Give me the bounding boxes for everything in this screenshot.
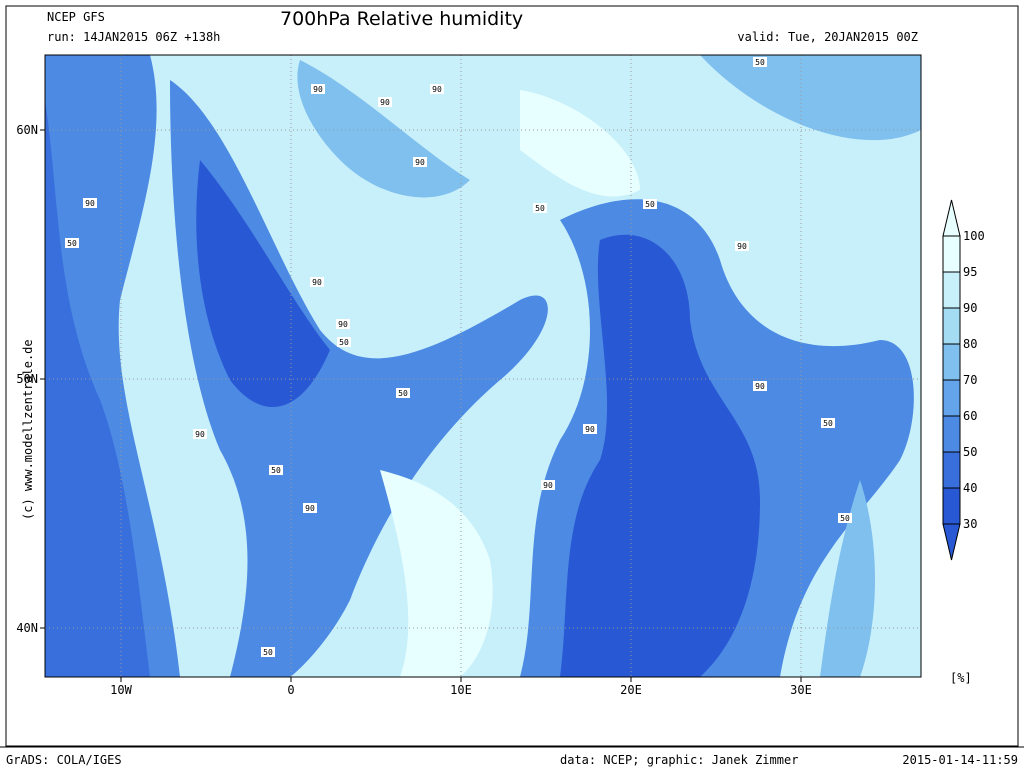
contour-label-box: [413, 157, 427, 167]
colorbar-label: 100: [963, 229, 985, 243]
contour-label-box: [838, 513, 852, 523]
contour-label-box: [753, 57, 767, 67]
contour-label-box: [533, 203, 547, 213]
contour-label: 90: [755, 382, 765, 391]
contour-label-box: [310, 277, 324, 287]
map: 90 90 90 90 90 50 90 50 90 50 50 90 50 50 90 50 90 90 50 90…: [45, 55, 921, 677]
graticule: [40, 55, 921, 682]
contour-label: 50: [263, 648, 273, 657]
contour-label-box: [193, 429, 207, 439]
colorbar-top-arrow: [942, 199, 961, 237]
colorbar-label: 60: [963, 409, 977, 423]
contour-label: 50: [823, 419, 833, 428]
colorbar-label: 50: [963, 445, 977, 459]
colorbar-swatch: [942, 487, 961, 525]
contour-label-box: [753, 381, 767, 391]
colorbar-label: 80: [963, 337, 977, 351]
contour-label: 90: [585, 425, 595, 434]
contour-label: 90: [305, 504, 315, 513]
contour-label-box: [821, 418, 835, 428]
contour-label-box: [311, 84, 325, 94]
lat-label: 40N: [16, 621, 38, 635]
contour-label-box: [643, 199, 657, 209]
colorbar-swatch: [942, 415, 961, 453]
contour-label-box: [336, 319, 350, 329]
contour-label: 50: [840, 514, 850, 523]
colorbar-swatch: [942, 271, 961, 309]
contour-label-box: [541, 480, 555, 490]
frame: [5, 5, 1019, 747]
lon-label: 20E: [620, 683, 642, 697]
contour-label: 90: [543, 481, 553, 490]
model: NCEP GFS: [47, 10, 105, 24]
colorbar-label: 90: [963, 301, 977, 315]
humidity-area: [560, 234, 760, 677]
contour-label-box: [65, 238, 79, 248]
colorbar-bottom-arrow: [942, 523, 961, 561]
map-border: [44, 54, 922, 678]
contour-label-box: [583, 424, 597, 434]
lat-label: 50N: [16, 372, 38, 386]
lat-label: 60N: [16, 123, 38, 137]
title: 700hPa Relative humidity: [280, 8, 523, 30]
colorbar-label: 70: [963, 373, 977, 387]
contour-label: 90: [312, 278, 322, 287]
contour-label: 50: [755, 58, 765, 67]
colorbar-swatch: [942, 235, 961, 273]
lon-label: 10W: [110, 683, 132, 697]
side-credit: (c) www.modellzentrale.de: [21, 339, 35, 520]
humidity-area: [380, 470, 493, 677]
contour-label-box: [83, 198, 97, 208]
colorbar-swatch: [942, 451, 961, 489]
colorbar-swatch: [942, 343, 961, 381]
contour-label: 90: [85, 199, 95, 208]
lon-label: 30E: [790, 683, 812, 697]
contour-label: 50: [271, 466, 281, 475]
humidity-area: [170, 80, 548, 677]
humidity-area: [196, 160, 330, 408]
humidity-area: [45, 100, 150, 677]
contour-label: 90: [737, 242, 747, 251]
contour-label: 90: [415, 158, 425, 167]
contour-label: 90: [338, 320, 348, 329]
contour-label: 90: [195, 430, 205, 439]
colorbar-swatch: [942, 307, 961, 345]
contour-label: 50: [67, 239, 77, 248]
colorbar-label: 30: [963, 517, 977, 531]
contour-label-box: [735, 241, 749, 251]
contour-label-box: [396, 388, 410, 398]
contour-label-box: [337, 337, 351, 347]
contour-label: 50: [645, 200, 655, 209]
contour-label-box: [378, 97, 392, 107]
colorbar-label: 95: [963, 265, 977, 279]
contour-label: 90: [432, 85, 442, 94]
lon-label: 10E: [450, 683, 472, 697]
lon-label: 0: [287, 683, 294, 697]
contour-label: 50: [339, 338, 349, 347]
contour-label: 50: [398, 389, 408, 398]
timestamp: 2015-01-14-11:59: [902, 753, 1018, 767]
humidity-area: [700, 55, 921, 141]
contour-label: 90: [380, 98, 390, 107]
contour-label: 50: [535, 204, 545, 213]
contour-label-box: [303, 503, 317, 513]
contour-label-box: [261, 647, 275, 657]
software: GrADS: COLA/IGES: [6, 753, 122, 767]
run: run: 14JAN2015 06Z +138h: [47, 30, 220, 44]
valid: valid: Tue, 20JAN2015 00Z: [737, 30, 918, 44]
contour-label-box: [269, 465, 283, 475]
humidity-area: [520, 90, 640, 197]
credit: data: NCEP; graphic: Janek Zimmer: [560, 753, 798, 767]
colorbar-swatch: [942, 379, 961, 417]
unit: [%]: [950, 671, 972, 685]
contour-label-box: [430, 84, 444, 94]
colorbar-label: 40: [963, 481, 977, 495]
contour-label: 90: [313, 85, 323, 94]
